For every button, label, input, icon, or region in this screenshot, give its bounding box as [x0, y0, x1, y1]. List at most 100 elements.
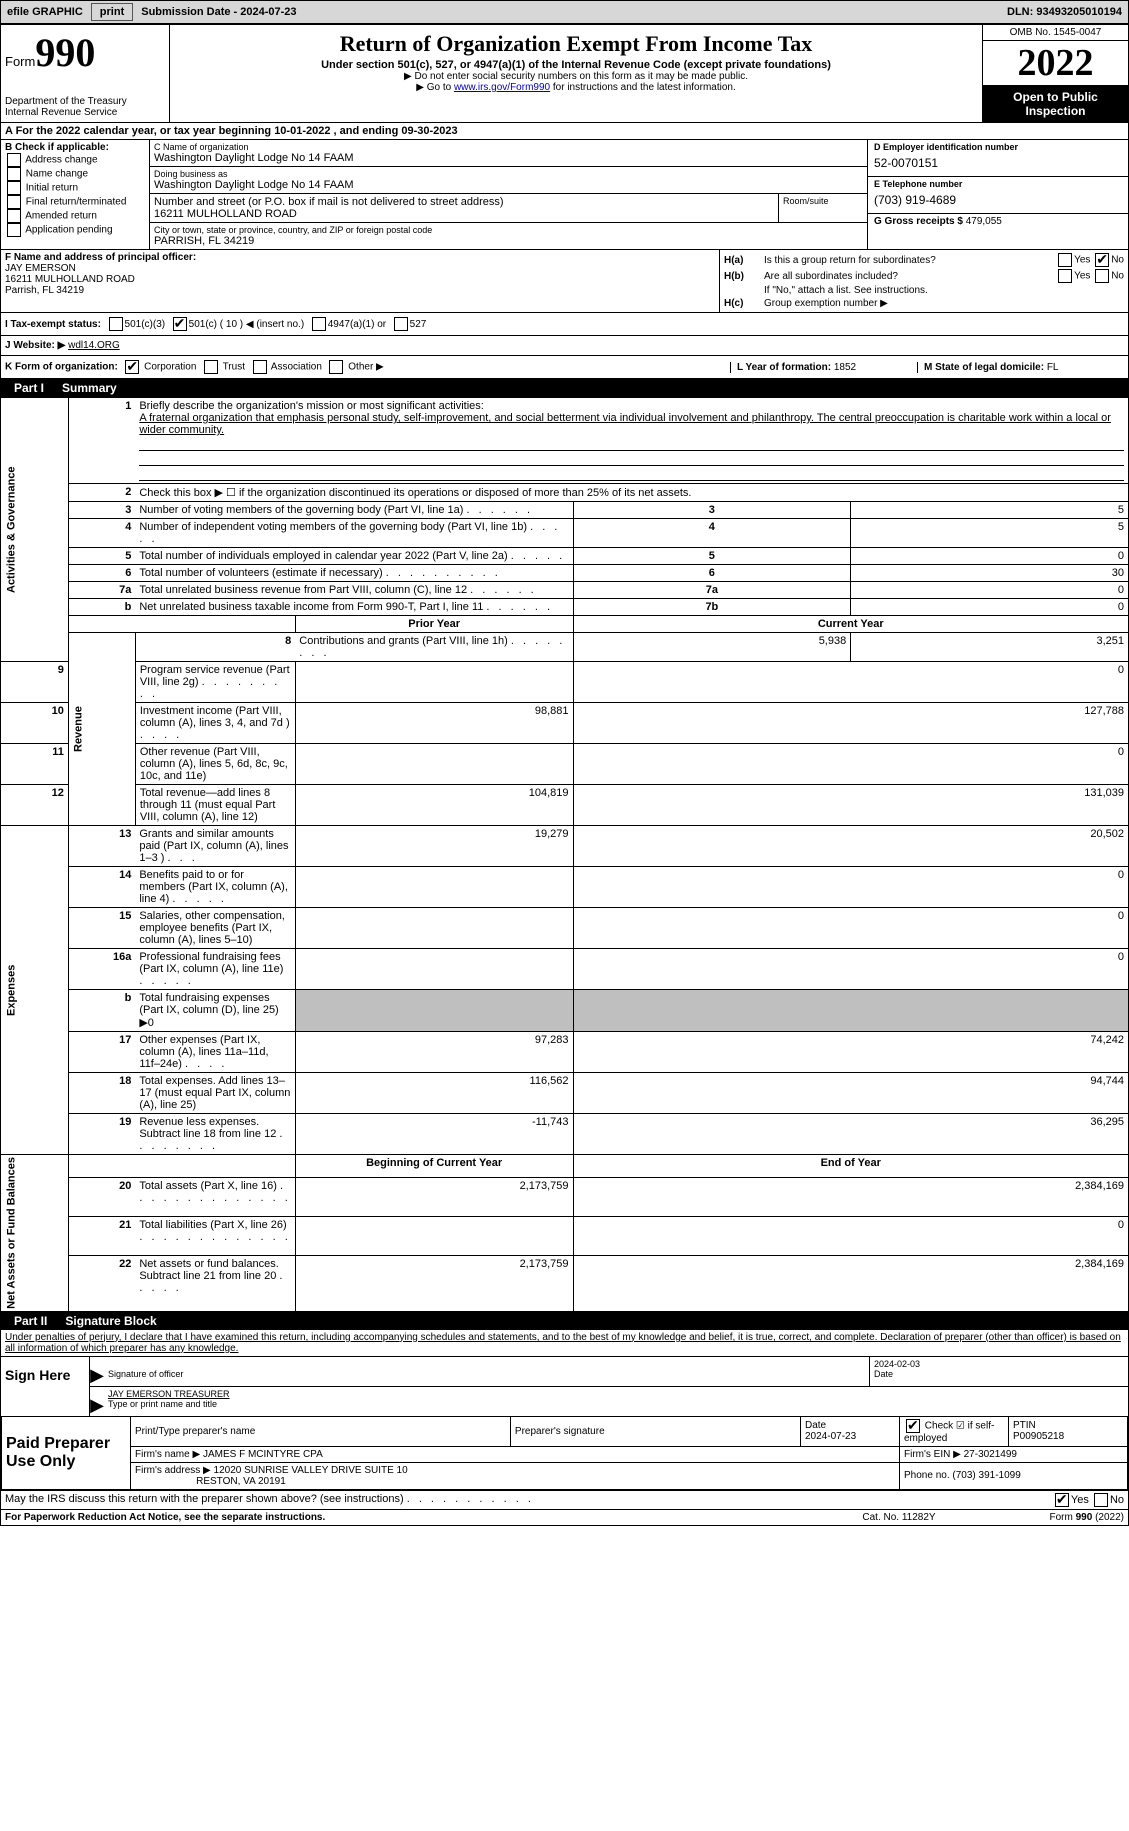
- checkbox-amended-return[interactable]: [7, 209, 21, 223]
- header-left: Form990 Department of the Treasury Inter…: [1, 25, 170, 122]
- omb-number: OMB No. 1545-0047: [983, 25, 1128, 41]
- line-7a-text: Total unrelated business revenue from Pa…: [139, 584, 467, 596]
- line-9-prior: [295, 662, 573, 703]
- checkbox-trust[interactable]: [204, 360, 218, 374]
- checkbox-initial-return[interactable]: [7, 181, 21, 195]
- checkbox-name-change[interactable]: [7, 167, 21, 181]
- checkbox-527[interactable]: [394, 317, 408, 331]
- side-netassets: Net Assets or Fund Balances: [1, 1155, 69, 1312]
- city-row: City or town, state or province, country…: [150, 223, 867, 249]
- line-20-prior: 2,173,759: [295, 1177, 573, 1216]
- col-f: F Name and address of principal officer:…: [1, 250, 720, 312]
- dba-name: Washington Daylight Lodge No 14 FAAM: [154, 179, 863, 191]
- col-b-title: B Check if applicable:: [5, 142, 109, 153]
- line-21-text: Total liabilities (Part X, line 26): [139, 1219, 286, 1231]
- line-19-text: Revenue less expenses. Subtract line 18 …: [139, 1116, 276, 1140]
- checkbox-4947[interactable]: [312, 317, 326, 331]
- hb-note: If "No," attach a list. See instructions…: [764, 285, 1124, 296]
- line-5-val: 0: [851, 548, 1129, 565]
- discuss-yes[interactable]: [1055, 1493, 1069, 1507]
- line-16b-text: Total fundraising expenses (Part IX, col…: [139, 992, 278, 1029]
- spacer-num: [68, 616, 135, 633]
- website-label: J Website: ▶: [5, 340, 65, 351]
- line-11-text: Other revenue (Part VIII, column (A), li…: [140, 746, 288, 782]
- tax-exempt-label: I Tax-exempt status:: [5, 319, 101, 330]
- addr-row: Number and street (or P.O. box if mail i…: [150, 194, 867, 223]
- line-9-current: 0: [573, 662, 1129, 703]
- line-10-prior: 98,881: [295, 703, 573, 744]
- state-domicile-label: M State of legal domicile:: [924, 362, 1044, 373]
- checkbox-501c3[interactable]: [109, 317, 123, 331]
- line-19-current: 36,295: [573, 1114, 1129, 1155]
- line-12-num: 12: [1, 785, 69, 826]
- checkbox-application-pending[interactable]: [7, 223, 21, 237]
- line-4-text: Number of independent voting members of …: [139, 521, 527, 533]
- self-employed-check[interactable]: [906, 1419, 920, 1433]
- form990-link[interactable]: www.irs.gov/Form990: [454, 82, 550, 93]
- part-1-title: Summary: [62, 381, 117, 395]
- website-value: wdl14.ORG: [68, 340, 120, 351]
- checkbox-corporation[interactable]: [125, 360, 139, 374]
- opt-amended-return: Amended return: [25, 211, 97, 222]
- section-fh: F Name and address of principal officer:…: [0, 250, 1129, 313]
- side-activities: Activities & Governance: [1, 398, 69, 662]
- hb-yes[interactable]: [1058, 269, 1072, 283]
- line-4-val: 5: [851, 519, 1129, 548]
- ptin-value: P00905218: [1013, 1431, 1064, 1442]
- checkbox-501c[interactable]: [173, 317, 187, 331]
- footer: For Paperwork Reduction Act Notice, see …: [0, 1510, 1129, 1526]
- opt-corporation: Corporation: [144, 362, 196, 373]
- firm-addr2: RESTON, VA 20191: [196, 1476, 286, 1487]
- line-5-text: Total number of individuals employed in …: [139, 550, 507, 562]
- checkbox-final-return[interactable]: [7, 195, 21, 209]
- spacer-net-text: [135, 1155, 295, 1178]
- opt-4947: 4947(a)(1) or: [328, 319, 386, 330]
- org-name-row: C Name of organization Washington Daylig…: [150, 140, 867, 167]
- line-22-prior: 2,173,759: [295, 1256, 573, 1311]
- checkbox-other[interactable]: [329, 360, 343, 374]
- footer-right: Form 990 (2022): [974, 1512, 1124, 1523]
- hc-text: Group exemption number ▶: [764, 298, 1124, 309]
- discuss-text: May the IRS discuss this return with the…: [5, 1493, 404, 1505]
- irs-label: Internal Revenue Service: [5, 107, 165, 118]
- line-7a-val: 0: [851, 582, 1129, 599]
- summary-table: Activities & Governance 1 Briefly descri…: [0, 397, 1129, 1312]
- tel-value: (703) 919-4689: [874, 189, 1122, 211]
- submission-date: Submission Date - 2024-07-23: [135, 6, 302, 18]
- header-center: Return of Organization Exempt From Incom…: [170, 25, 982, 122]
- hb-no[interactable]: [1095, 269, 1109, 283]
- line-16b-prior: [295, 990, 573, 1032]
- dln: DLN: 93493205010194: [1001, 6, 1128, 18]
- checkbox-address-change[interactable]: [7, 153, 21, 167]
- begin-year-header: Beginning of Current Year: [295, 1155, 573, 1178]
- ha-yes[interactable]: [1058, 253, 1072, 267]
- part-1-header: Part I Summary: [0, 379, 1129, 397]
- line-8-current: 3,251: [851, 633, 1129, 662]
- ha-no[interactable]: [1095, 253, 1109, 267]
- discuss-no[interactable]: [1094, 1493, 1108, 1507]
- line-8-num: 8: [135, 633, 295, 662]
- dept-treasury: Department of the Treasury: [5, 96, 165, 107]
- line-11-num: 11: [1, 744, 69, 785]
- line-17-prior: 97,283: [295, 1032, 573, 1073]
- subtitle-1: Under section 501(c), 527, or 4947(a)(1)…: [174, 59, 978, 71]
- opt-application-pending: Application pending: [25, 225, 112, 236]
- firm-ein: 27-3021499: [964, 1449, 1017, 1460]
- footer-left: For Paperwork Reduction Act Notice, see …: [5, 1512, 824, 1523]
- line-8-prior: 5,938: [573, 633, 851, 662]
- print-button[interactable]: print: [91, 3, 133, 21]
- ein-value: 52-0070151: [874, 152, 1122, 174]
- line-18-num: 18: [68, 1073, 135, 1114]
- prep-name-label: Print/Type preparer's name: [131, 1416, 511, 1446]
- sign-here-label: Sign Here: [1, 1357, 90, 1416]
- line-7a-box: 7a: [573, 582, 851, 599]
- year-formation-label: L Year of formation:: [737, 362, 831, 373]
- row-i: I Tax-exempt status: 501(c)(3) 501(c) ( …: [0, 313, 1129, 336]
- city-label: City or town, state or province, country…: [154, 225, 863, 235]
- checkbox-association[interactable]: [253, 360, 267, 374]
- line-18-prior: 116,562: [295, 1073, 573, 1114]
- line-19-prior: -11,743: [295, 1114, 573, 1155]
- addr-label: Number and street (or P.O. box if mail i…: [154, 196, 774, 208]
- line-14-prior: [295, 867, 573, 908]
- prep-date-label: Date: [805, 1420, 826, 1431]
